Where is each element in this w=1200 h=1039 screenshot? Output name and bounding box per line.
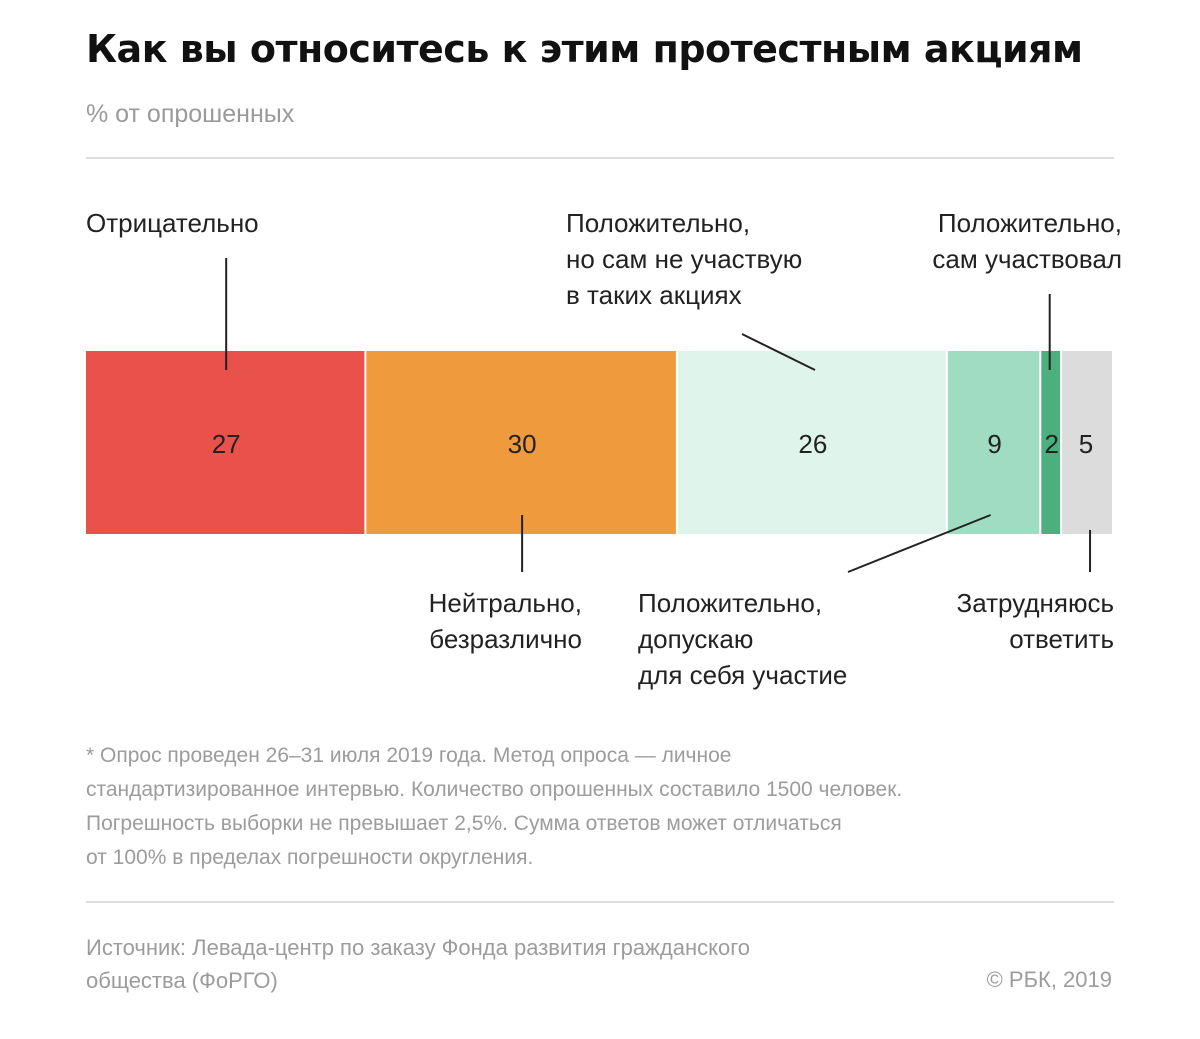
footnote: * Опрос проведен 26–31 июля 2019 года. М… <box>86 744 902 869</box>
bar-value-2: 30 <box>508 429 537 459</box>
category-label-4: Положительно, допускаю для себя участие <box>638 588 847 690</box>
footnote-line: от 100% в пределах погрешности округлени… <box>86 846 533 869</box>
leader-line-4 <box>847 514 991 573</box>
category-label-line: в таких акциях <box>566 280 742 310</box>
footnote-text: * Опрос проведен 26–31 июля 2019 года. М… <box>86 744 902 869</box>
footnote-line: стандартизированное интервью. Количество… <box>86 778 902 801</box>
category-label-5: Положительно, сам участвовал <box>932 208 1122 274</box>
source-line: Источник: Левада-центр по заказу Фонда р… <box>86 935 750 960</box>
footnote-line: Погрешность выборки не превышает 2,5%. С… <box>86 812 842 835</box>
callouts: Отрицательно Нейтрально, безразлично Положи… <box>86 208 1122 690</box>
category-label-line: Затрудняюсь <box>957 588 1114 618</box>
category-label-2: Нейтрально, безразлично <box>429 588 582 654</box>
category-label-line: Положительно, <box>566 208 750 238</box>
source-line: общества (ФоРГО) <box>86 968 278 993</box>
category-label-line: для себя участие <box>638 660 847 690</box>
bar-value-4: 9 <box>987 429 1001 459</box>
source-text: Источник: Левада-центр по заказу Фонда р… <box>86 935 750 993</box>
category-label-6: Затрудняюсь ответить <box>957 588 1114 654</box>
bar-value-3: 26 <box>798 429 827 459</box>
category-label-line: но сам не участвую <box>566 244 802 274</box>
category-label-3: Положительно, но сам не участвую в таких а… <box>566 208 802 310</box>
category-label-line: Положительно, <box>638 588 822 618</box>
bar-segment-1 <box>86 351 365 534</box>
category-label-1: Отрицательно <box>86 208 259 238</box>
bar-segment-3 <box>677 351 946 534</box>
stacked-bar: 27 30 26 9 2 5 <box>86 351 1112 534</box>
category-label-line: Отрицательно <box>86 208 259 238</box>
bar-value-6: 5 <box>1079 429 1093 459</box>
bar-segment-4 <box>947 351 1040 534</box>
category-label-line: ответить <box>1009 624 1114 654</box>
category-label-line: безразлично <box>429 624 582 654</box>
bar-segment-5 <box>1041 351 1061 534</box>
copyright: © РБК, 2019 <box>987 967 1112 992</box>
chart-title: Как вы относитесь к этим протестным акци… <box>86 27 1083 71</box>
chart-subtitle: % от опрошенных <box>86 100 295 128</box>
bar-segment-6 <box>1062 351 1112 534</box>
bar-segment-2 <box>366 351 676 534</box>
footnote-line: * Опрос проведен 26–31 июля 2019 года. М… <box>86 744 731 767</box>
category-label-line: Положительно, <box>938 208 1122 238</box>
leader-line-3 <box>741 333 816 371</box>
bar-value-5: 2 <box>1044 429 1058 459</box>
category-label-line: сам участвовал <box>932 244 1122 274</box>
source-note: Источник: Левада-центр по заказу Фонда р… <box>86 935 750 993</box>
category-label-line: допускаю <box>638 624 753 654</box>
category-label-line: Нейтрально, <box>429 588 582 618</box>
bar-value-1: 27 <box>212 429 241 459</box>
